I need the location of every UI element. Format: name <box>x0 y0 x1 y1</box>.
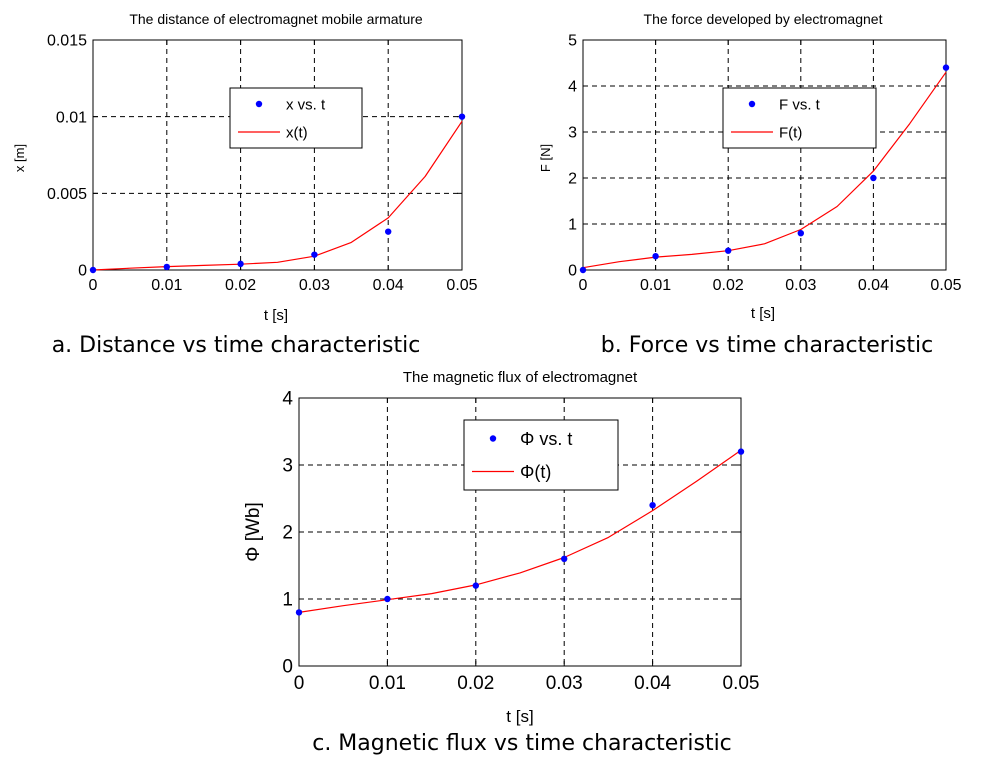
legend-label: F(t) <box>779 124 802 141</box>
x-tick-label: 0.04 <box>634 673 671 694</box>
x-tick-label: 0.03 <box>299 277 330 294</box>
chart-title: The distance of electromagnet mobile arm… <box>129 11 423 27</box>
y-axis-label: Φ [Wb] <box>243 502 264 562</box>
x-tick-label: 0.03 <box>546 673 583 694</box>
data-point <box>237 260 244 268</box>
y-tick-label: 5 <box>568 33 577 50</box>
data-point <box>384 595 391 603</box>
x-tick-label: 0 <box>89 277 98 294</box>
data-point <box>385 228 392 235</box>
legend-label: Φ vs. t <box>520 429 572 449</box>
axes-box <box>298 397 742 667</box>
x-axis-label: t [s] <box>506 707 533 726</box>
x-axis-label: t [s] <box>264 307 288 324</box>
data-point <box>870 174 877 182</box>
series-line-force <box>582 71 947 269</box>
y-tick-label: 0.005 <box>47 186 87 203</box>
y-tick-label: 3 <box>282 456 293 477</box>
caption-force: b. Force vs time characteristic <box>600 333 934 358</box>
x-tick-label: 0.02 <box>457 673 494 694</box>
data-point <box>472 582 479 589</box>
data-point <box>649 502 656 509</box>
series-line-distance <box>92 120 463 271</box>
legend-box <box>722 87 877 149</box>
legend-label: x vs. t <box>286 96 326 113</box>
data-point <box>725 247 732 254</box>
y-tick-label: 2 <box>568 171 577 188</box>
data-point <box>797 230 804 237</box>
legend-marker <box>489 435 497 442</box>
y-tick-label: 1 <box>282 590 293 611</box>
y-axis-label: F [N] <box>538 144 553 172</box>
legend-box <box>229 87 363 149</box>
caption-flux: c. Magnetic flux vs time characteristic <box>312 731 732 756</box>
x-tick-label: 0.02 <box>225 277 256 294</box>
y-axis-label: x [m] <box>12 144 27 172</box>
caption-distance: a. Distance vs time characteristic <box>51 333 421 358</box>
chart-force: 0 0.01 0.02 0.03 0.04 0.05 0 1 2 3 4 5 The force dev… <box>538 11 962 322</box>
chart-title: The magnetic flux of electromagnet <box>403 369 638 386</box>
plot-area <box>93 40 462 270</box>
data-point <box>295 609 303 616</box>
data-point <box>311 251 318 258</box>
x-tick-label: 0.01 <box>640 277 671 294</box>
y-tick-label: 1 <box>568 217 577 234</box>
series-line-flux <box>298 449 742 613</box>
data-point <box>737 448 745 455</box>
x-tick-label: 0.01 <box>369 673 406 694</box>
x-tick-label: 0.05 <box>930 277 961 294</box>
chart-title: The force developed by electromagnet <box>644 11 883 27</box>
x-tick-label: 0.04 <box>373 277 404 294</box>
chart-distance: 0 0.01 0.02 0.03 0.04 0.05 0 0.005 0.01 0.015 The … <box>12 11 478 324</box>
y-tick-label: 3 <box>568 125 577 142</box>
plot-area <box>583 40 946 270</box>
x-tick-label: 0.05 <box>446 277 477 294</box>
y-tick-label: 0 <box>282 657 293 678</box>
data-point <box>561 555 568 562</box>
data-point <box>652 253 659 260</box>
y-tick-label: 0.015 <box>47 33 87 50</box>
data-point <box>579 266 587 274</box>
x-tick-label: 0 <box>294 673 305 694</box>
x-tick-label: 0.03 <box>785 277 816 294</box>
x-tick-label: 0 <box>579 277 588 294</box>
legend-label: Φ(t) <box>520 462 551 482</box>
legend-label: x(t) <box>286 124 308 141</box>
legend-marker <box>255 100 263 108</box>
legend-box <box>463 419 619 491</box>
x-tick-label: 0.05 <box>723 673 760 694</box>
y-tick-label: 0 <box>568 263 577 280</box>
data-point <box>163 263 170 271</box>
x-tick-label: 0.04 <box>858 277 889 294</box>
axes-box <box>92 39 463 271</box>
data-point <box>942 64 950 71</box>
y-tick-label: 4 <box>282 389 293 410</box>
y-tick-label: 4 <box>568 79 577 96</box>
x-tick-label: 0.01 <box>151 277 182 294</box>
chart-flux: 0 0.01 0.02 0.03 0.04 0.05 0 1 2 3 4 The magnetic f… <box>243 369 759 726</box>
y-tick-label: 0 <box>78 263 87 280</box>
y-tick-label: 2 <box>282 523 293 544</box>
legend-label: F vs. t <box>779 96 821 113</box>
y-tick-label: 0.01 <box>56 109 87 126</box>
data-point <box>458 113 466 120</box>
data-point <box>89 266 97 274</box>
legend-marker <box>748 100 756 108</box>
x-tick-label: 0.02 <box>713 277 744 294</box>
x-axis-label: t [s] <box>751 305 775 322</box>
axes-box <box>582 39 947 271</box>
